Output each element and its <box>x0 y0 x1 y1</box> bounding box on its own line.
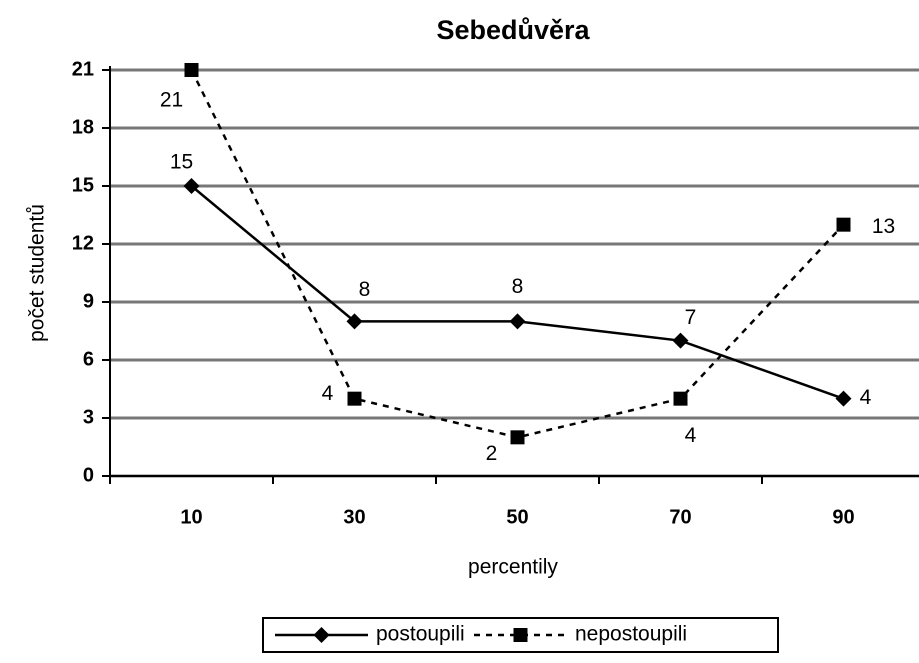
data-label: 4 <box>322 382 334 405</box>
x-tick-label: 50 <box>506 506 528 528</box>
data-label: 15 <box>170 151 193 174</box>
legend-box <box>262 617 779 653</box>
x-tick-label: 30 <box>343 506 365 528</box>
data-label: 8 <box>512 275 524 298</box>
legend-label: nepostoupili <box>575 623 687 646</box>
point-marker <box>346 313 363 330</box>
legend-label: postoupili <box>376 623 465 646</box>
data-label: 8 <box>359 278 371 301</box>
y-tick-label: 12 <box>72 232 94 254</box>
data-label: 7 <box>685 306 697 329</box>
point-marker <box>510 430 525 445</box>
data-label: 21 <box>160 89 183 112</box>
y-tick-label: 6 <box>83 348 94 370</box>
point-marker <box>509 313 526 330</box>
point-marker <box>836 217 851 232</box>
point-marker <box>347 391 362 406</box>
x-axis-label: percentily <box>468 556 558 579</box>
point-marker <box>672 332 689 349</box>
y-tick-label: 21 <box>72 58 94 80</box>
data-label: 2 <box>486 442 498 465</box>
y-tick-label: 9 <box>83 290 94 312</box>
y-tick-label: 15 <box>72 174 94 196</box>
y-tick-label: 0 <box>83 464 94 486</box>
x-tick-label: 10 <box>180 506 202 528</box>
data-label: 4 <box>860 386 872 409</box>
data-label: 13 <box>872 215 895 238</box>
point-marker <box>183 178 200 194</box>
chart-title: Sebedůvěra <box>436 15 590 45</box>
x-tick-label: 70 <box>669 506 691 528</box>
point-marker <box>835 390 852 407</box>
y-tick-label: 3 <box>83 406 94 428</box>
series-line <box>190 69 845 439</box>
y-tick-label: 18 <box>72 116 94 138</box>
legend-marker <box>313 627 330 643</box>
data-label: 4 <box>685 424 697 447</box>
point-marker <box>184 63 199 77</box>
x-tick-label: 90 <box>832 506 854 528</box>
legend-marker <box>513 628 528 642</box>
point-marker <box>673 391 688 406</box>
y-axis-label: počet studentů <box>26 204 49 342</box>
